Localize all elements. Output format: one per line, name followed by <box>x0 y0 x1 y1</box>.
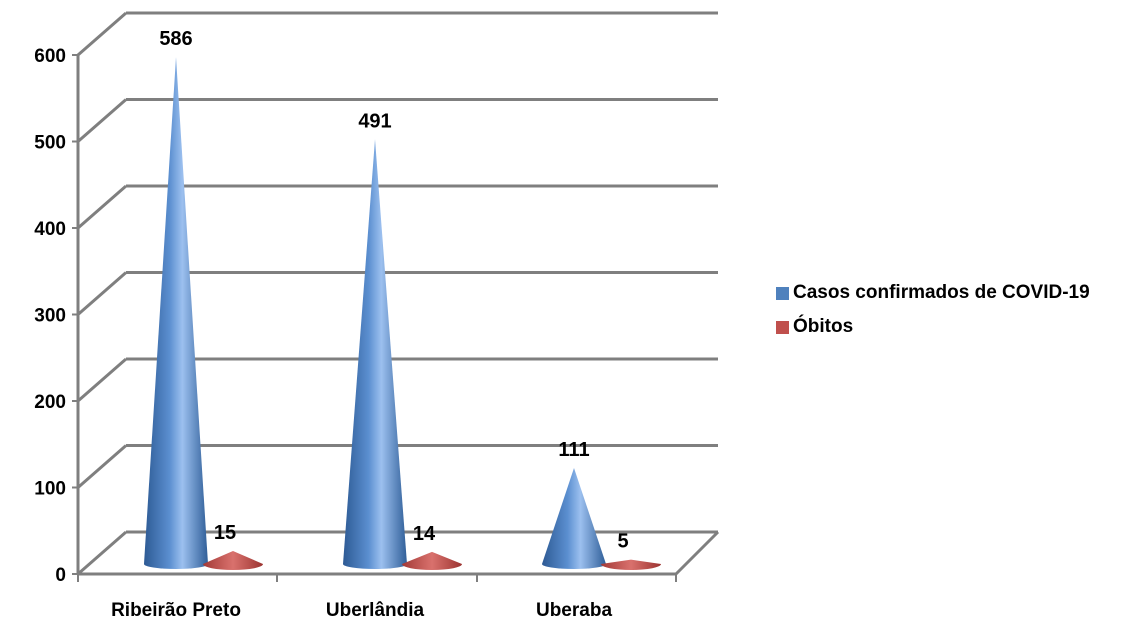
y-tick-label: 500 <box>34 133 66 154</box>
x-axis: Ribeirão Preto Uberlândia Uberaba <box>111 600 612 621</box>
gridline-diagonal <box>77 98 127 143</box>
data-label: 491 <box>358 110 391 132</box>
x-tick-label: Ribeirão Preto <box>111 600 241 621</box>
y-tick-label: 300 <box>34 306 66 327</box>
legend-item-cases: Casos confirmados de COVID-19 <box>776 276 1090 310</box>
legend-swatch-deaths <box>776 320 789 334</box>
y-tick-label: 100 <box>34 479 66 500</box>
bar-cases <box>542 467 606 569</box>
data-label: 15 <box>214 522 236 544</box>
gridline-diagonal <box>77 271 127 316</box>
x-tick-label: Uberaba <box>536 600 612 621</box>
gridline-diagonal <box>77 444 127 489</box>
y-tick-label: 400 <box>34 219 66 240</box>
data-labels: 586 491 111 15 14 5 <box>159 28 628 553</box>
bar-deaths <box>601 559 661 570</box>
floor-right-edge <box>674 530 720 576</box>
legend: Casos confirmados de COVID-19 Óbitos <box>776 276 1090 344</box>
legend-label-cases: Casos confirmados de COVID-19 <box>793 282 1090 303</box>
gridline-diagonal <box>77 357 127 403</box>
y-tick-label: 0 <box>55 565 66 586</box>
gridlines <box>72 11 720 582</box>
data-label: 586 <box>159 28 192 50</box>
data-label: 14 <box>413 523 436 545</box>
plot-area <box>144 57 661 570</box>
y-tick-label: 200 <box>34 392 66 413</box>
x-tick-label: Uberlândia <box>326 600 425 621</box>
data-label: 111 <box>558 439 589 461</box>
legend-label-deaths: Óbitos <box>793 316 854 337</box>
data-label: 5 <box>617 531 628 553</box>
y-axis: 0 100 200 300 400 500 600 <box>34 46 66 586</box>
bar-cases <box>144 57 208 570</box>
gridline-diagonal <box>77 184 127 230</box>
gridline-diagonal <box>77 11 127 57</box>
legend-item-deaths: Óbitos <box>776 310 1090 344</box>
bar-cases <box>343 139 407 569</box>
y-tick-label: 600 <box>34 46 66 67</box>
legend-swatch-cases <box>776 286 789 300</box>
bar-deaths <box>203 551 263 570</box>
bar-deaths <box>402 551 462 570</box>
gridline-diagonal <box>77 530 127 576</box>
